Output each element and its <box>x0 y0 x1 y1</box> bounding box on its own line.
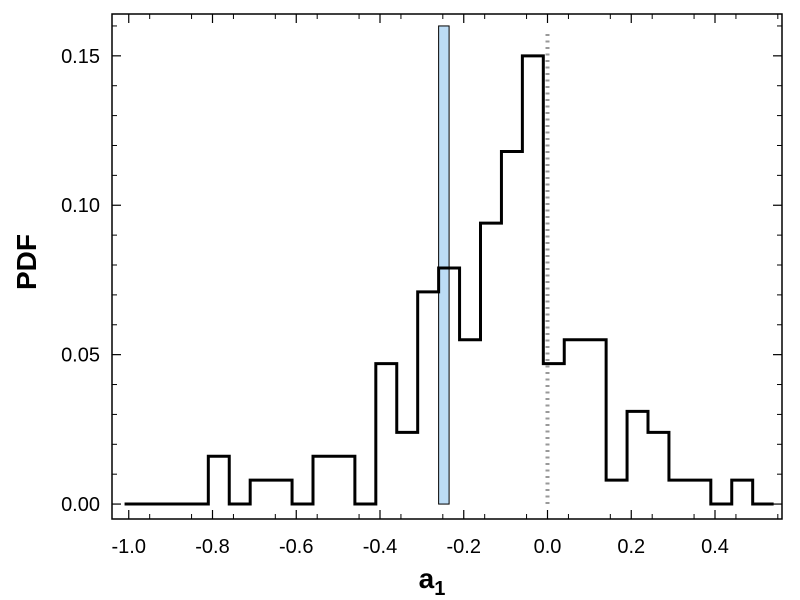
y-tick-label: 0.10 <box>61 195 100 217</box>
x-tick-labels: -1.0 -0.8 -0.6 -0.4 -0.2 0.0 0.2 0.4 <box>112 536 729 558</box>
x-tick-label: 0.2 <box>617 536 645 558</box>
x-axis-title-main: a <box>419 563 435 594</box>
y-tick-label: 0.05 <box>61 345 100 367</box>
x-tick-label: -0.2 <box>447 536 481 558</box>
axis-ticks <box>112 14 782 519</box>
histogram-layer <box>124 25 774 506</box>
x-axis-title: a1 <box>419 563 446 600</box>
y-tick-label: 0.15 <box>61 46 100 68</box>
y-tick-label: 0.00 <box>61 494 100 516</box>
shaded-band <box>438 25 450 505</box>
x-tick-label: 0.4 <box>701 536 729 558</box>
x-axis-title-subscript: 1 <box>434 578 445 600</box>
x-tick-label: -0.8 <box>195 536 229 558</box>
x-tick-label: -0.6 <box>279 536 313 558</box>
x-tick-label: -0.4 <box>363 536 397 558</box>
x-tick-label: 0.0 <box>534 536 562 558</box>
histogram-outline <box>124 54 774 506</box>
x-tick-label: -1.0 <box>112 536 146 558</box>
y-axis-title: PDF <box>11 234 42 290</box>
y-tick-labels: 0.00 0.05 0.10 0.15 <box>61 46 100 516</box>
plot-frame <box>111 13 783 520</box>
